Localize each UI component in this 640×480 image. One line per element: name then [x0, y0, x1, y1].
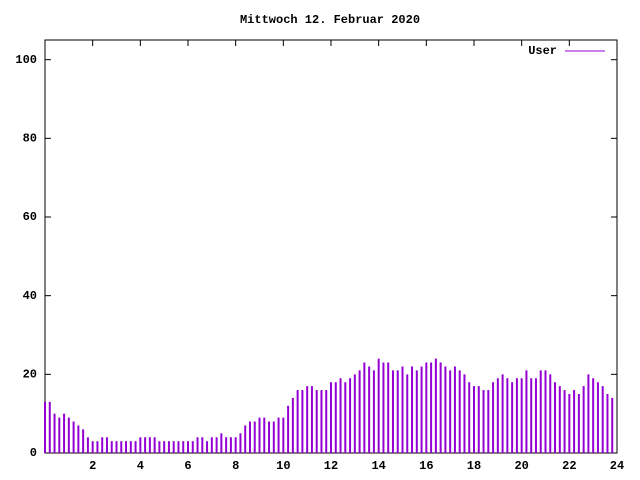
- x-tick-label: 24: [610, 459, 624, 473]
- x-tick-label: 6: [184, 459, 191, 473]
- x-tick-label: 20: [514, 459, 528, 473]
- y-tick-label: 100: [15, 53, 37, 67]
- x-tick-label: 22: [562, 459, 576, 473]
- y-tick-label: 40: [23, 289, 37, 303]
- x-tick-label: 18: [467, 459, 481, 473]
- y-tick-label: 20: [23, 368, 37, 382]
- x-tick-label: 8: [232, 459, 239, 473]
- x-tick-label: 16: [419, 459, 433, 473]
- x-tick-label: 10: [276, 459, 290, 473]
- x-tick-label: 12: [324, 459, 338, 473]
- x-tick-label: 14: [371, 459, 385, 473]
- y-tick-label: 80: [23, 132, 37, 146]
- y-tick-label: 0: [30, 446, 37, 460]
- x-tick-label: 2: [89, 459, 96, 473]
- legend-label: User: [528, 44, 557, 58]
- x-tick-label: 4: [137, 459, 144, 473]
- chart-title: Mittwoch 12. Februar 2020: [240, 13, 420, 27]
- y-tick-label: 60: [23, 210, 37, 224]
